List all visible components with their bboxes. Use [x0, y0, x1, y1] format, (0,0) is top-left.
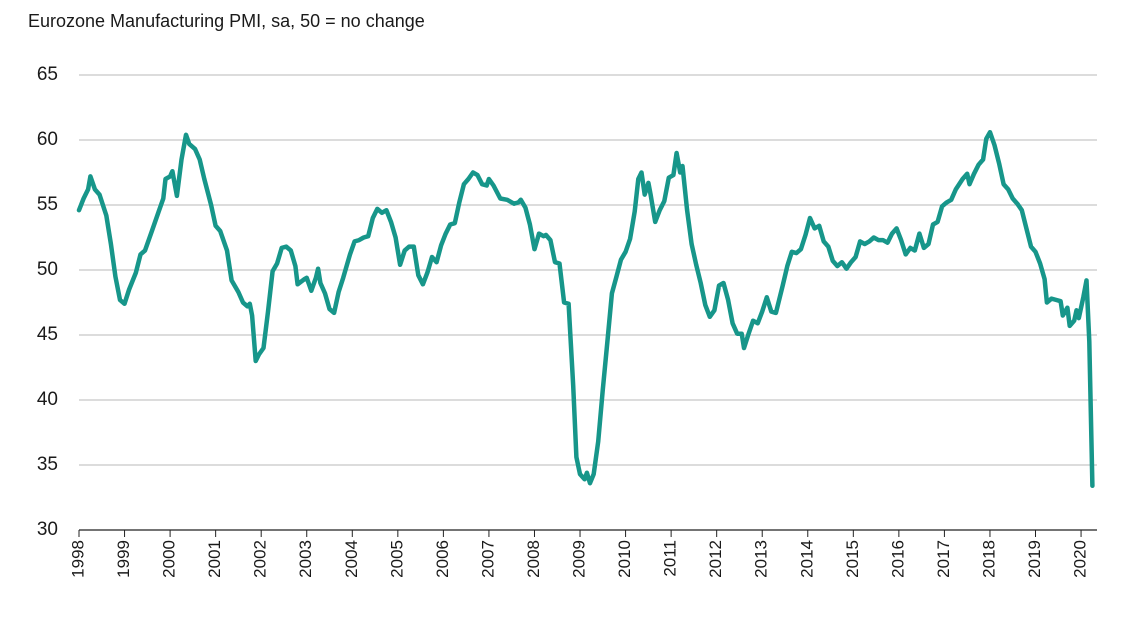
y-tick-label: 55 — [37, 194, 58, 215]
y-tick-label: 35 — [37, 454, 58, 475]
x-tick-label: 2008 — [524, 540, 543, 578]
x-tick-label: 2007 — [478, 540, 497, 578]
x-tick-label: 2004 — [342, 540, 361, 578]
x-tick-label: 2003 — [296, 540, 315, 578]
x-tick-label: 2005 — [387, 540, 406, 578]
x-tick-label: 2000 — [160, 540, 179, 578]
x-tick-label: 2018 — [979, 540, 998, 578]
x-tick-label: 1998 — [68, 540, 87, 578]
x-tick-label: 2015 — [843, 540, 862, 578]
x-tick-label: 2010 — [615, 540, 634, 578]
y-tick-label: 65 — [37, 64, 58, 85]
y-tick-label: 45 — [37, 324, 58, 345]
x-tick-label: 2016 — [888, 540, 907, 578]
y-tick-label: 30 — [37, 519, 58, 540]
x-tick-label: 1999 — [114, 540, 133, 578]
x-tick-label: 2020 — [1071, 540, 1090, 578]
data-line — [76, 129, 1095, 489]
x-tick-label: 2009 — [570, 540, 589, 578]
x-tick-label: 2013 — [752, 540, 771, 578]
x-tick-label: 2002 — [251, 540, 270, 578]
x-tick-label: 2001 — [205, 540, 224, 578]
x-tick-label: 2014 — [797, 540, 816, 578]
chart-title: Eurozone Manufacturing PMI, sa, 50 = no … — [28, 11, 425, 31]
x-tick-label: 2019 — [1025, 540, 1044, 578]
y-tick-label: 50 — [37, 259, 58, 280]
y-tick-label: 60 — [37, 129, 58, 150]
x-tick-label: 2017 — [934, 540, 953, 578]
x-tick-label: 2012 — [706, 540, 725, 578]
x-tick-label: 2011 — [661, 540, 680, 577]
x-tick-label: 2006 — [433, 540, 452, 578]
y-tick-label: 40 — [37, 389, 58, 410]
